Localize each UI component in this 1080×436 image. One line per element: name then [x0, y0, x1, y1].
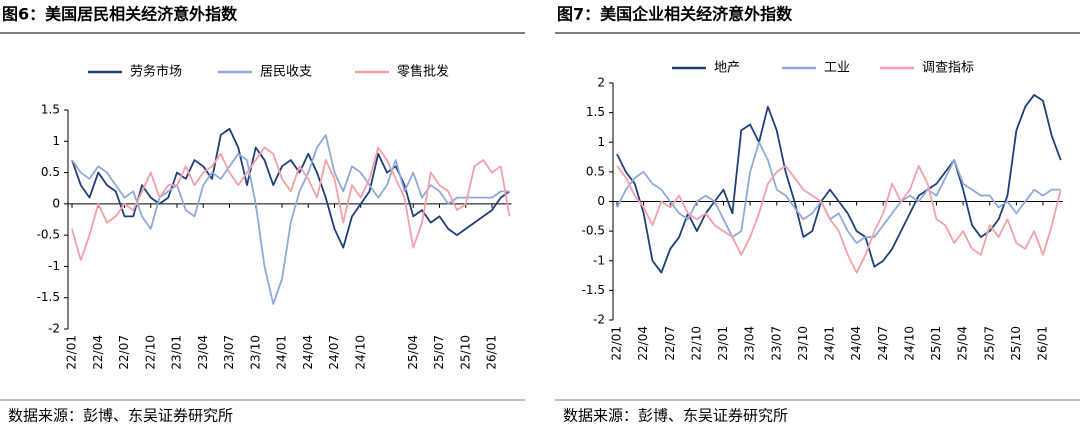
x-tick-label: 25/07 — [982, 326, 996, 361]
source-note: 数据来源：彭博、东吴证券研究所 — [563, 407, 788, 425]
x-tick-label: 24/10 — [353, 335, 367, 370]
series-line — [71, 127, 511, 249]
legend-label: 零售批发 — [397, 64, 449, 80]
x-tick-label: 23/04 — [196, 335, 210, 370]
y-tick-label: 1.5 — [586, 105, 605, 119]
y-tick-label: 1.5 — [41, 103, 60, 117]
series-line — [616, 141, 1061, 244]
x-tick-label: 23/07 — [769, 326, 783, 361]
legend-label: 劳务市场 — [130, 64, 182, 80]
x-tick-label: 22/10 — [689, 326, 703, 361]
x-tick-label: 22/01 — [610, 326, 624, 361]
y-tick-label: 2 — [597, 76, 605, 90]
y-tick-label: -0.5 — [37, 228, 60, 242]
y-tick-label: -1 — [48, 259, 60, 273]
series-line — [616, 93, 1062, 274]
chart-title: 图6：美国居民相关经济意外指数 — [2, 5, 238, 24]
x-tick-label: 24/07 — [327, 335, 341, 370]
x-tick-label: 25/07 — [432, 335, 446, 370]
legend-label: 地产 — [714, 61, 740, 76]
y-tick-label: 0.5 — [586, 164, 605, 178]
x-tick-label: 25/10 — [1009, 326, 1023, 361]
y-tick-label: -1 — [593, 253, 605, 267]
x-tick-label: 26/01 — [485, 335, 499, 370]
chart-title: 图7：美国企业相关经济意外指数 — [557, 5, 793, 24]
x-tick-label: 22/07 — [663, 326, 677, 361]
y-tick-label: 1 — [597, 135, 605, 149]
y-tick-label: 0.5 — [41, 165, 60, 179]
x-tick-label: 23/01 — [716, 326, 730, 361]
x-tick-label: 24/01 — [275, 335, 289, 370]
x-tick-label: 22/04 — [91, 335, 105, 370]
series-line — [71, 134, 510, 305]
x-tick-label: 23/04 — [743, 326, 757, 361]
x-tick-label: 25/10 — [458, 335, 472, 370]
x-tick-label: 24/07 — [876, 326, 890, 361]
x-tick-label: 24/01 — [823, 326, 837, 361]
x-tick-label: 24/04 — [301, 335, 315, 370]
legend-label: 居民收支 — [260, 65, 312, 80]
y-tick-label: -1.5 — [582, 283, 605, 297]
x-tick-label: 24/04 — [849, 326, 863, 361]
series-line — [71, 146, 511, 262]
y-tick-label: -2 — [48, 322, 60, 336]
x-tick-label: 22/07 — [117, 335, 131, 370]
x-tick-label: 24/10 — [902, 326, 916, 361]
y-tick-label: 1 — [52, 134, 60, 148]
y-tick-label: 0 — [597, 194, 605, 208]
y-tick-label: -0.5 — [582, 224, 605, 238]
x-tick-label: 26/01 — [1036, 326, 1050, 361]
x-tick-label: 23/01 — [170, 335, 184, 370]
x-tick-label: 22/01 — [65, 335, 79, 370]
x-tick-label: 22/04 — [636, 326, 650, 361]
x-tick-label: 23/10 — [248, 335, 262, 370]
legend-label: 调查指标 — [922, 61, 974, 76]
source-note: 数据来源：彭博、东吴证券研究所 — [8, 407, 233, 425]
legend-label: 工业 — [824, 61, 850, 76]
x-tick-label: 25/04 — [406, 335, 420, 370]
x-tick-label: 25/04 — [956, 326, 970, 361]
x-tick-label: 23/07 — [222, 335, 236, 370]
y-tick-label: -2 — [593, 313, 605, 327]
y-tick-label: 0 — [52, 196, 60, 210]
x-tick-label: 23/10 — [796, 326, 810, 361]
x-tick-label: 22/10 — [143, 335, 157, 370]
y-tick-label: -1.5 — [37, 290, 60, 304]
series-line — [616, 165, 1062, 274]
x-tick-label: 25/01 — [929, 326, 943, 361]
